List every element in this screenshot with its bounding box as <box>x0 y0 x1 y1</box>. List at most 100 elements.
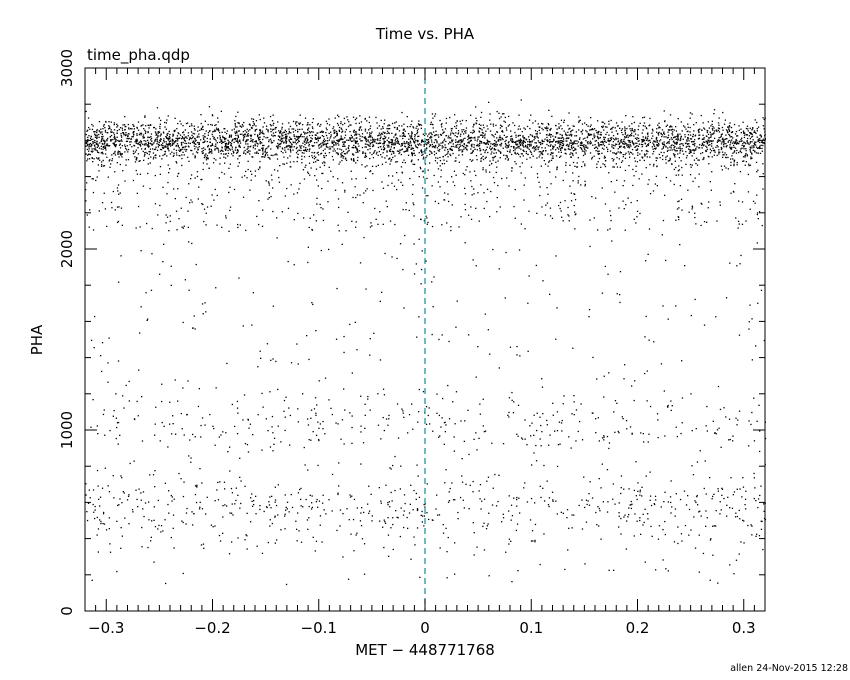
scatter-point <box>378 142 380 144</box>
scatter-point <box>407 148 409 151</box>
scatter-point <box>520 99 522 101</box>
scatter-point <box>628 141 630 143</box>
scatter-point <box>105 149 107 151</box>
scatter-point <box>517 135 519 137</box>
scatter-point <box>535 149 537 151</box>
scatter-point <box>128 137 130 140</box>
scatter-point <box>446 222 448 224</box>
scatter-point <box>237 226 239 229</box>
scatter-point <box>483 127 485 129</box>
scatter-point <box>317 140 319 142</box>
scatter-point <box>407 146 410 148</box>
scatter-point <box>447 135 450 137</box>
scatter-point <box>340 137 343 139</box>
scatter-point <box>356 149 359 151</box>
scatter-point <box>674 146 676 148</box>
scatter-point <box>408 144 411 146</box>
scatter-point <box>457 130 460 132</box>
scatter-point <box>149 187 151 190</box>
scatter-point <box>254 140 257 143</box>
scatter-point <box>423 151 425 153</box>
scatter-point <box>681 148 683 150</box>
scatter-point <box>347 211 349 213</box>
scatter-point <box>285 142 287 144</box>
scatter-point <box>576 166 578 168</box>
scatter-point <box>326 146 328 148</box>
scatter-point <box>562 144 564 147</box>
scatter-point <box>549 139 551 141</box>
scatter-point <box>348 149 350 152</box>
scatter-point <box>630 507 632 510</box>
scatter-point <box>693 130 695 132</box>
scatter-point <box>248 123 250 125</box>
scatter-point <box>630 201 632 204</box>
scatter-point <box>213 157 215 160</box>
scatter-point <box>717 139 720 141</box>
scatter-point <box>706 141 708 143</box>
scatter-point <box>123 492 125 494</box>
scatter-point <box>136 139 138 141</box>
scatter-point <box>284 494 286 496</box>
scatter-point <box>741 201 744 203</box>
scatter-point <box>698 137 700 139</box>
scatter-point <box>518 145 520 147</box>
scatter-point <box>455 127 457 129</box>
scatter-point <box>497 160 499 162</box>
scatter-point <box>529 150 531 152</box>
scatter-point <box>637 154 639 156</box>
scatter-point <box>534 502 536 504</box>
scatter-point <box>414 138 416 140</box>
scatter-point <box>694 142 696 145</box>
scatter-point <box>134 151 137 153</box>
scatter-point <box>121 156 123 158</box>
scatter-point <box>618 502 620 504</box>
scatter-point <box>166 119 168 121</box>
scatter-point <box>95 143 97 145</box>
scatter-point <box>373 151 375 153</box>
scatter-point <box>589 142 591 144</box>
scatter-point <box>439 119 441 122</box>
scatter-point <box>624 136 626 138</box>
scatter-point <box>103 140 105 142</box>
scatter-point <box>424 163 427 165</box>
scatter-point <box>249 129 251 131</box>
scatter-point <box>658 142 660 145</box>
scatter-point <box>680 198 683 200</box>
scatter-point <box>616 152 618 154</box>
scatter-point <box>383 141 385 143</box>
scatter-point <box>336 529 338 532</box>
scatter-point <box>690 150 692 152</box>
scatter-point <box>518 141 521 144</box>
scatter-point <box>237 142 239 144</box>
scatter-point <box>133 131 135 133</box>
scatter-point <box>224 504 226 506</box>
scatter-point <box>355 141 358 143</box>
scatter-point <box>383 123 385 125</box>
scatter-point <box>733 163 735 165</box>
scatter-point <box>607 138 609 140</box>
scatter-point <box>654 147 656 150</box>
scatter-point <box>707 133 710 135</box>
scatter-point <box>480 111 483 114</box>
scatter-point <box>601 141 603 143</box>
scatter-point <box>599 144 601 146</box>
scatter-point <box>354 142 357 144</box>
scatter-point <box>152 148 154 150</box>
scatter-point <box>470 137 472 139</box>
scatter-point <box>238 144 240 146</box>
scatter-point <box>421 154 423 156</box>
scatter-point <box>338 230 340 232</box>
scatter-point <box>457 133 459 135</box>
scatter-point <box>333 148 335 150</box>
scatter-point <box>727 141 729 143</box>
scatter-point <box>369 134 371 136</box>
scatter-point <box>681 174 683 176</box>
scatter-point <box>270 195 272 198</box>
scatter-point <box>480 153 482 155</box>
scatter-point <box>214 500 216 502</box>
scatter-point <box>620 141 622 143</box>
scatter-point <box>368 121 370 124</box>
scatter-point <box>198 146 200 148</box>
scatter-point <box>193 133 196 135</box>
scatter-point <box>597 153 600 155</box>
